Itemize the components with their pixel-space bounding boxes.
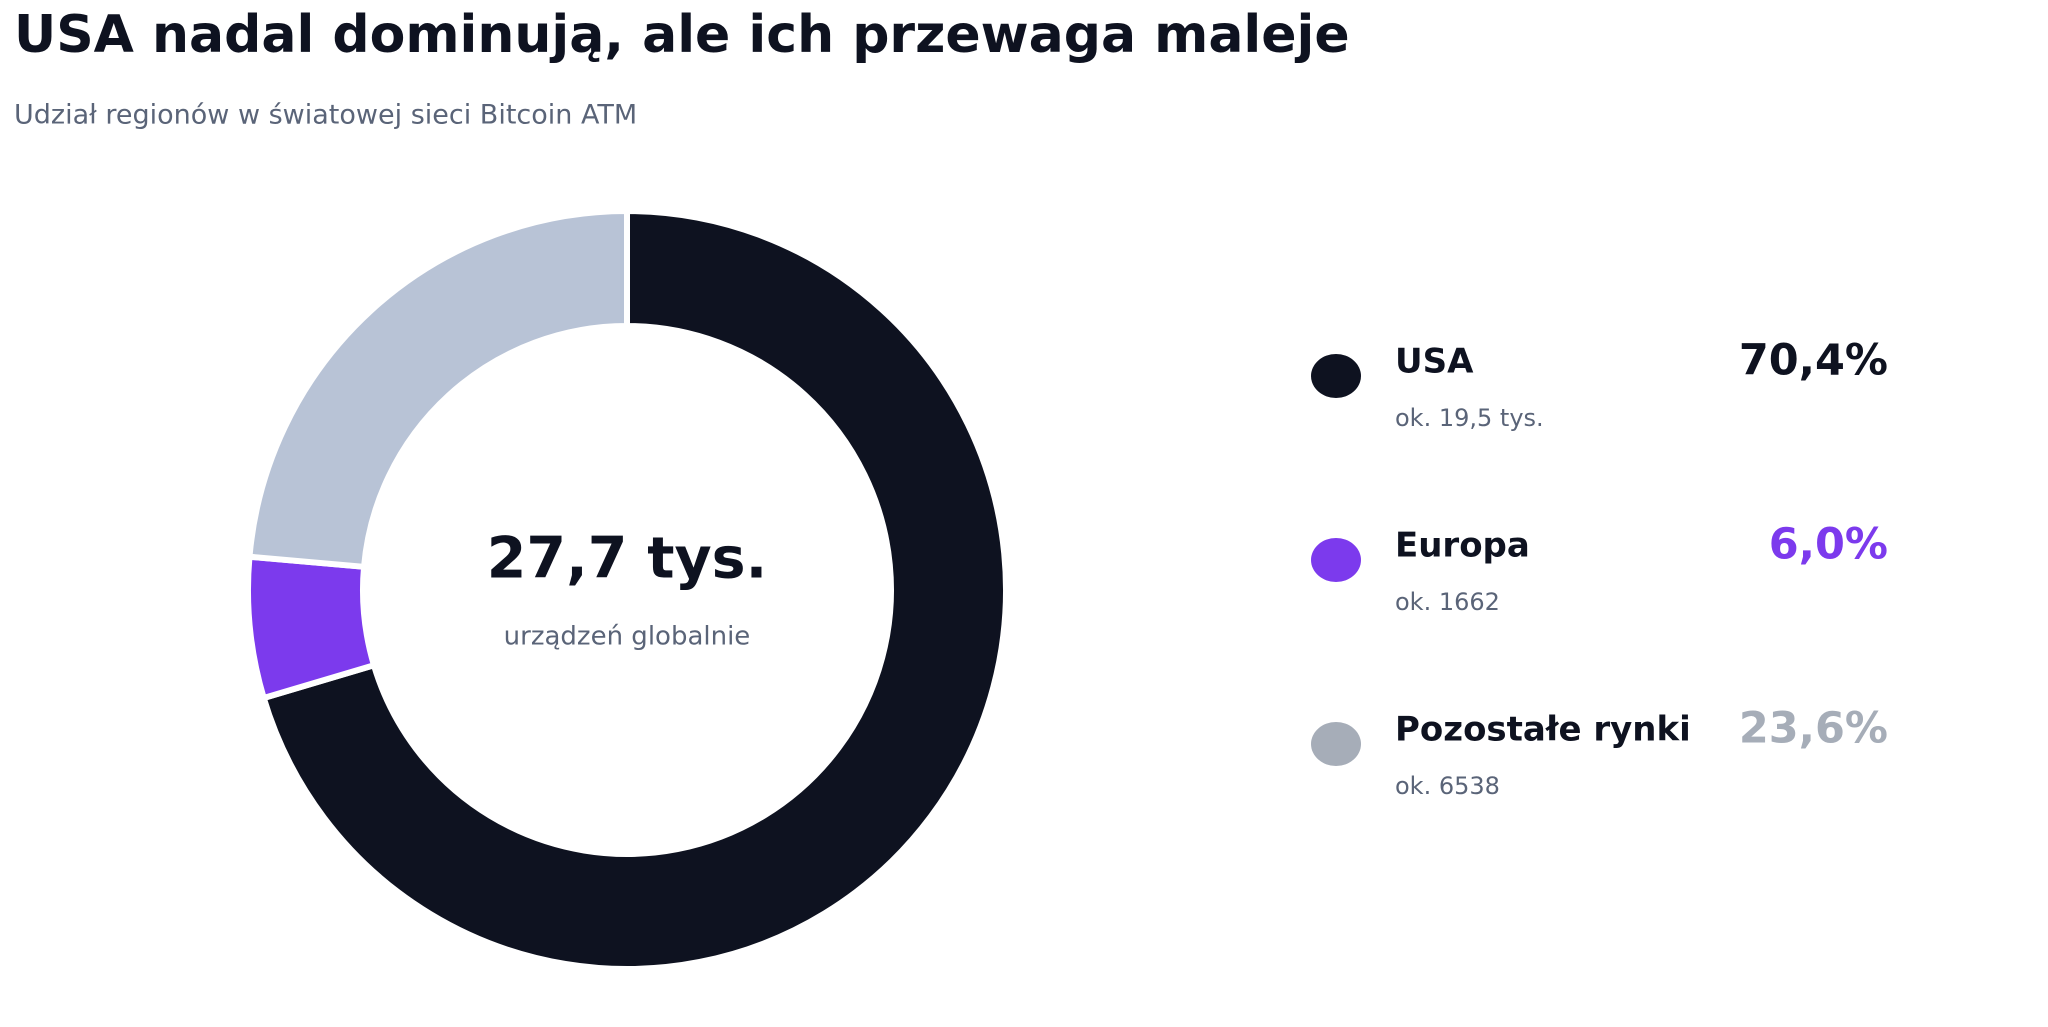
value-label: 70,4% (1739, 336, 1888, 386)
donut-segment (259, 207, 1009, 972)
donut-segment (246, 207, 630, 571)
legend-marker (1311, 354, 1361, 398)
legend-sublabel: ok. 6538 (1395, 772, 1500, 800)
legend-label: Pozostałe rynki (1395, 710, 1691, 750)
legend-sublabel: ok. 1662 (1395, 588, 1500, 616)
center-value: 27,7 tys. (487, 526, 767, 592)
legend-marker (1311, 722, 1361, 766)
chart-subtitle: Udział regionów w światowej sieci Bitcoi… (14, 100, 637, 131)
legend-marker (1311, 538, 1361, 582)
chart-title: USA nadal dominują, ale ich przewaga mal… (14, 5, 1350, 65)
value-label: 23,6% (1739, 704, 1888, 754)
legend-sublabel: ok. 19,5 tys. (1395, 404, 1544, 432)
legend-label: Europa (1395, 526, 1530, 566)
value-label: 6,0% (1769, 520, 1888, 570)
center-label: urządzeń globalnie (504, 622, 751, 652)
legend-label: USA (1395, 342, 1474, 382)
